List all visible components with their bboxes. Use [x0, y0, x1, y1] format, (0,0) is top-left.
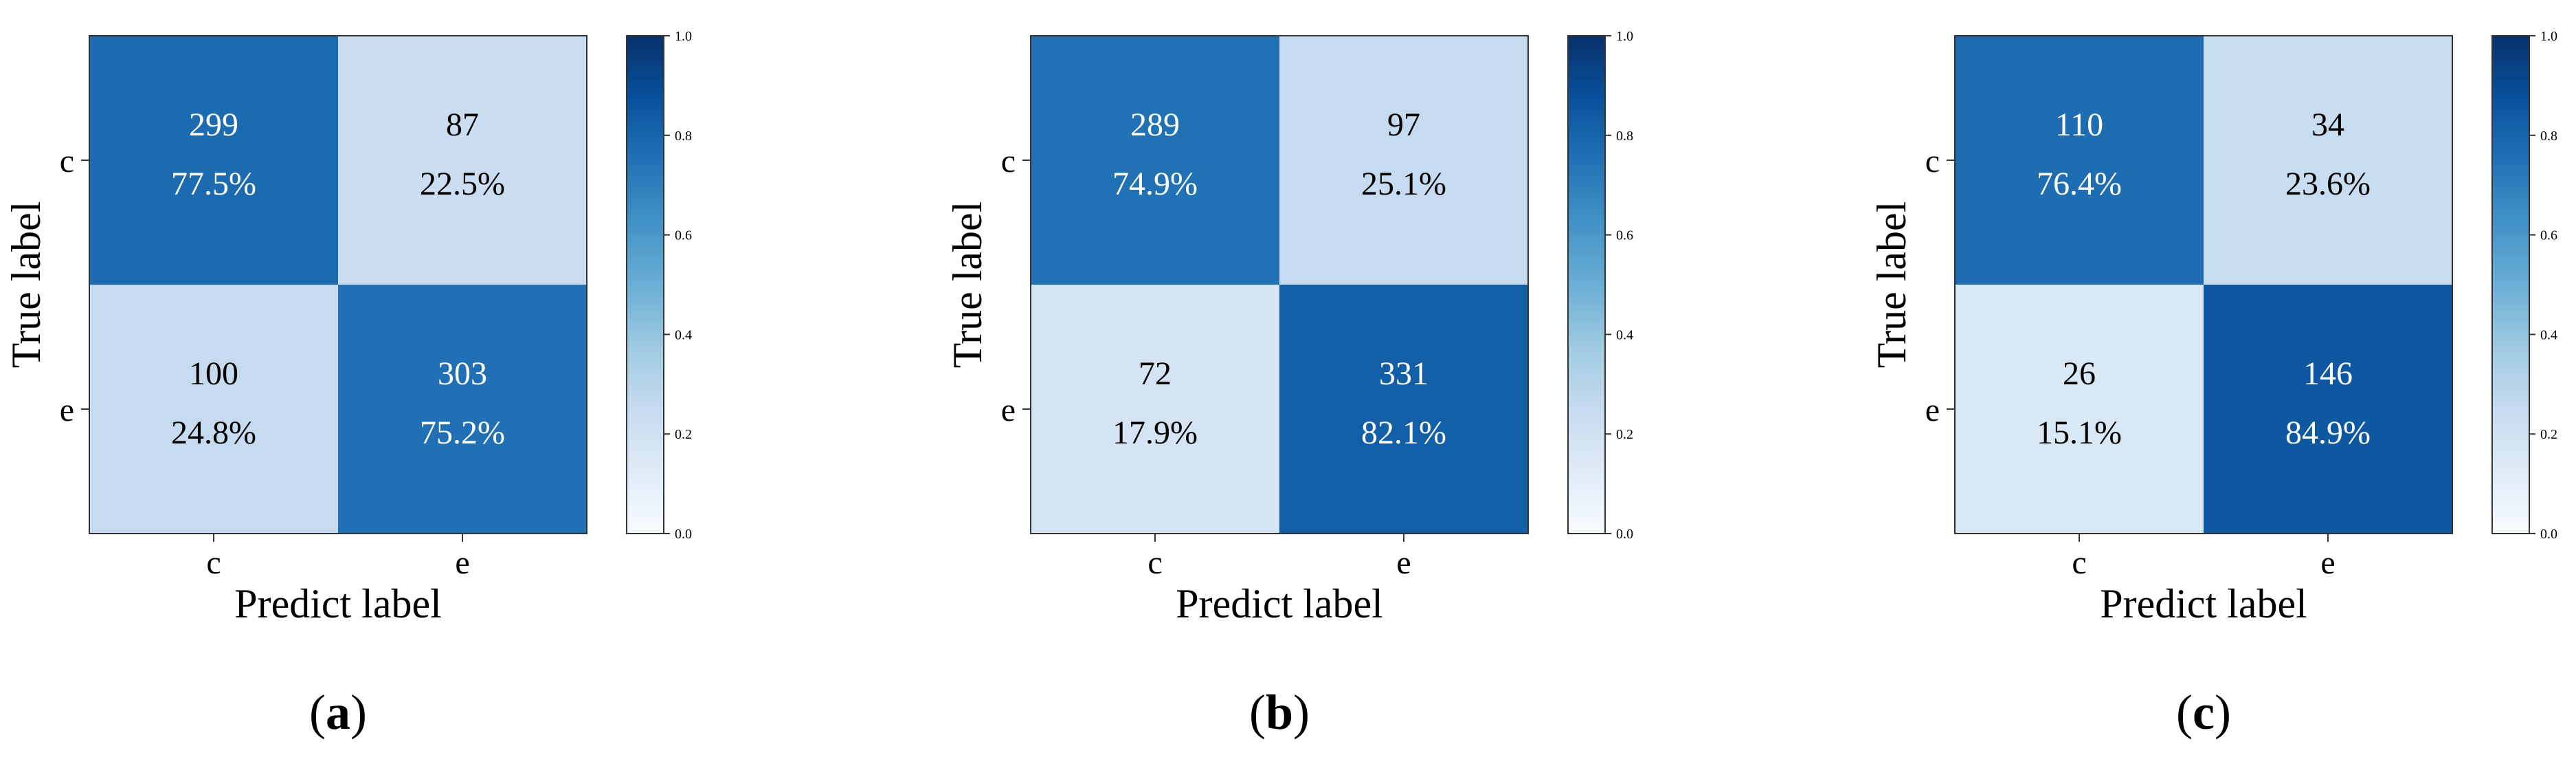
colorbar-tick-label: 0.4 — [2540, 327, 2557, 342]
matrix-cell — [1955, 285, 2204, 534]
colorbar-tick-label: 0.4 — [675, 327, 692, 342]
matrix-cell — [338, 285, 587, 534]
matrix-cell — [338, 36, 587, 285]
cell-count-label: 146 — [2303, 355, 2353, 392]
matrix-cell — [1955, 36, 2204, 285]
cell-percent-label: 82.1% — [1361, 415, 1446, 451]
matrix-cell — [1031, 36, 1279, 285]
x-axis-label: Predict label — [234, 581, 442, 626]
y-tick-label: e — [1925, 392, 1940, 428]
colorbar-tick-label: 1.0 — [1616, 29, 1633, 44]
colorbar — [1567, 35, 1606, 534]
cell-percent-label: 15.1% — [2037, 415, 2122, 451]
matrix-cell — [89, 285, 338, 534]
cell-count-label: 34 — [2311, 107, 2344, 143]
panel-letter: b — [1266, 685, 1293, 740]
cell-count-label: 110 — [2055, 107, 2103, 143]
panel-a: 299 77.5% 87 22.5% 100 24.8% 303 75.2% c e c e Predi… — [3, 29, 692, 740]
y-tick-label: c — [1001, 143, 1016, 179]
panel-letter: c — [2193, 685, 2215, 740]
cell-percent-label: 77.5% — [171, 166, 256, 202]
y-tick-label: e — [60, 392, 74, 428]
matrix-cell — [1279, 285, 1528, 534]
matrix-frame — [1954, 35, 2453, 534]
x-tick-label: c — [1147, 545, 1162, 581]
matrix-cell — [89, 36, 338, 285]
panel-b: 289 74.9% 97 25.1% 72 17.9% 331 82.1% c e c e Predic… — [945, 29, 1633, 740]
panel-caption: (c) — [2176, 685, 2231, 740]
cell-percent-label: 75.2% — [420, 415, 505, 451]
matrix-frame — [1030, 35, 1529, 534]
colorbar-tick-label: 1.0 — [675, 29, 692, 44]
colorbar-tick-label: 0.6 — [2540, 228, 2557, 243]
x-tick-label: e — [455, 545, 469, 581]
x-tick-label: c — [206, 545, 221, 581]
y-tick-label: e — [1001, 392, 1016, 428]
cell-count-label: 289 — [1130, 107, 1180, 143]
matrix-cell — [2204, 285, 2452, 534]
cell-percent-label: 25.1% — [1361, 166, 1446, 202]
cell-count-label: 87 — [446, 107, 479, 143]
x-axis-label: Predict label — [2100, 581, 2307, 626]
cell-percent-label: 24.8% — [171, 415, 256, 451]
colorbar-tick-label: 0.8 — [2540, 129, 2557, 144]
cell-percent-label: 22.5% — [420, 166, 505, 202]
panel-caption: (b) — [1249, 685, 1310, 740]
matrix-frame — [89, 35, 587, 534]
colorbar-tick-label: 0.4 — [1616, 327, 1633, 342]
colorbar-tick-label: 0.8 — [675, 129, 692, 144]
colorbar-tick-label: 0.0 — [2540, 527, 2557, 542]
panel-letter: a — [326, 685, 350, 740]
y-axis-label: True label — [1869, 201, 1914, 369]
cell-count-label: 97 — [1387, 107, 1420, 143]
colorbar-tick-label: 1.0 — [2540, 29, 2557, 44]
matrix-cell — [1279, 36, 1528, 285]
cell-percent-label: 76.4% — [2037, 166, 2122, 202]
cell-percent-label: 17.9% — [1112, 415, 1198, 451]
cell-count-label: 299 — [189, 107, 238, 143]
colorbar-tick-label: 0.2 — [1616, 427, 1633, 442]
cell-percent-label: 23.6% — [2285, 166, 2371, 202]
cell-count-label: 72 — [1139, 355, 1172, 392]
colorbar-tick-label: 0.2 — [2540, 427, 2557, 442]
cell-percent-label: 74.9% — [1112, 166, 1198, 202]
colorbar-tick-label: 0.2 — [675, 427, 692, 442]
cell-count-label: 331 — [1379, 355, 1429, 392]
y-tick-label: c — [1925, 143, 1940, 179]
colorbar — [2491, 35, 2530, 534]
colorbar-tick-label: 0.6 — [1616, 228, 1633, 243]
matrix-cell — [2204, 36, 2452, 285]
y-axis-label: True label — [945, 201, 990, 369]
x-tick-label: c — [2072, 545, 2086, 581]
colorbar-tick-label: 0.8 — [1616, 129, 1633, 144]
colorbar-tick-label: 0.0 — [1616, 527, 1633, 542]
x-axis-label: Predict label — [1176, 581, 1383, 626]
cell-count-label: 100 — [189, 355, 238, 392]
colorbar-tick-label: 0.0 — [675, 527, 692, 542]
panel-c: 110 76.4% 34 23.6% 26 15.1% 146 84.9% c e c e Predic… — [1869, 29, 2557, 740]
x-tick-label: e — [2320, 545, 2335, 581]
cell-count-label: 303 — [438, 355, 487, 392]
cell-percent-label: 84.9% — [2285, 415, 2371, 451]
cell-count-label: 26 — [2063, 355, 2096, 392]
y-tick-label: c — [60, 143, 74, 179]
matrix-cell — [1031, 285, 1279, 534]
colorbar — [626, 35, 664, 534]
colorbar-tick-label: 0.6 — [675, 228, 692, 243]
panel-caption: (a) — [309, 685, 367, 740]
x-tick-label: e — [1396, 545, 1411, 581]
y-axis-label: True label — [3, 201, 49, 369]
